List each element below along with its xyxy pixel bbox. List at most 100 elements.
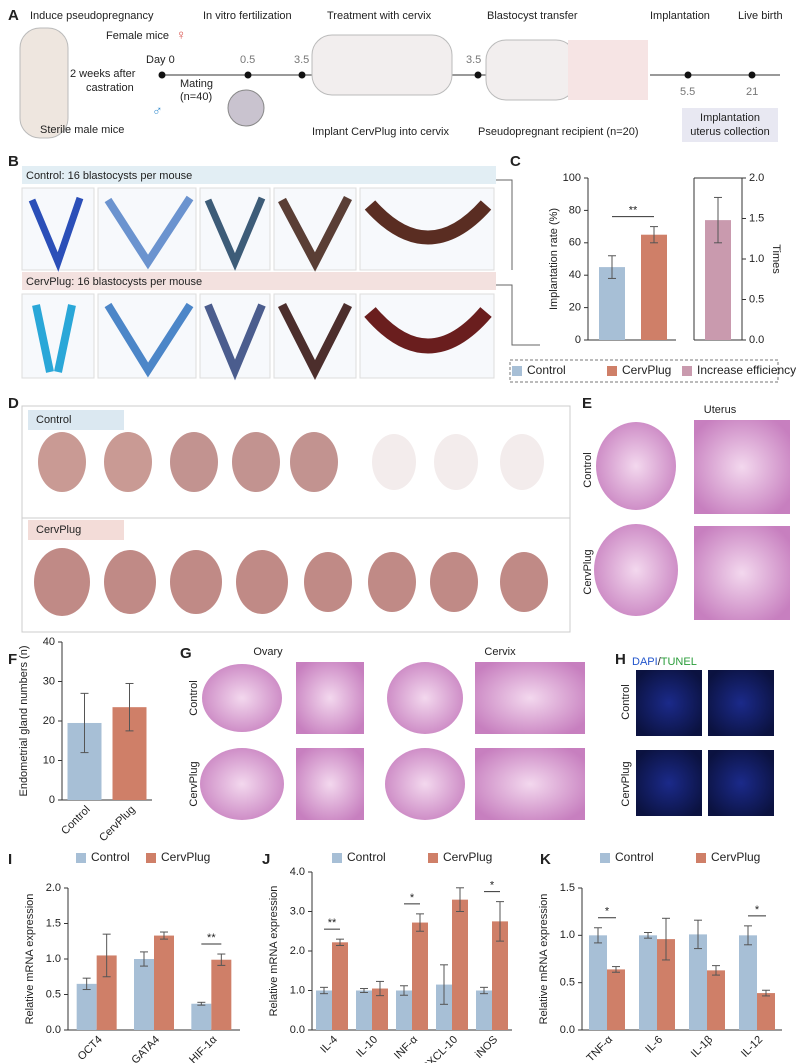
pup: [500, 552, 548, 612]
legend-label: Increase efficiency: [697, 363, 796, 377]
panel-label: K: [540, 851, 551, 868]
y2-tick-label: 0.0: [749, 334, 764, 346]
uterus-shape: [28, 196, 84, 272]
uterus-shape: [364, 200, 492, 245]
bar: [134, 959, 154, 1030]
legend-swatch: [146, 853, 156, 863]
mouse-illustration: [485, 39, 577, 101]
tunel-label: TUNEL: [661, 656, 697, 668]
row-label: CervPlug: [188, 761, 200, 806]
bar: [639, 935, 657, 1030]
uterus-shape: [204, 196, 266, 271]
pup: [368, 552, 416, 612]
panel-h: DAPI/TUNEL Control CervPlug: [620, 656, 774, 816]
bar: [607, 969, 625, 1030]
fluorescence: [708, 670, 774, 736]
label: Implantation: [700, 112, 760, 124]
row-label: Control: [36, 414, 71, 426]
legend-swatch: [512, 366, 522, 376]
y-tick-label: 100: [563, 172, 581, 184]
timeline-dot: [474, 71, 482, 79]
embryo-illustration: [227, 89, 265, 127]
timeline-dot: [748, 71, 756, 79]
panel-g: Ovary Cervix Control CervPlug: [188, 646, 585, 820]
frame: [21, 405, 571, 633]
row-label: CervPlug: [620, 761, 632, 806]
y2-axis-label: Times: [770, 244, 782, 274]
x-tick-label: IL-12: [739, 1034, 765, 1060]
uterus-shape: [104, 302, 194, 378]
legend-swatch: [76, 853, 86, 863]
bar: [211, 959, 232, 1030]
x-tick-label: INF-α: [392, 1033, 421, 1062]
bar: [436, 984, 452, 1030]
bar: [191, 1003, 212, 1030]
legend-label: Control: [347, 850, 386, 864]
y-tick-label: 80: [569, 204, 581, 216]
bar: [641, 234, 667, 340]
x-tick-label: CervPlug: [97, 804, 137, 844]
bar: [76, 983, 97, 1030]
day: 0.5: [240, 54, 255, 66]
bar: [689, 934, 707, 1030]
histology: [594, 524, 678, 616]
legend-swatch: [607, 366, 617, 376]
panel-label: F: [8, 651, 17, 668]
pup-ghost: [434, 434, 478, 490]
panel-label: A: [8, 7, 19, 24]
pup-ghost: [500, 434, 544, 490]
title: Uterus: [704, 404, 737, 416]
label: (n=40): [180, 91, 212, 103]
uterus-shape: [364, 307, 492, 354]
pup: [170, 432, 218, 492]
y-tick-label: 0.0: [560, 1024, 575, 1036]
legend-label: CervPlug: [443, 850, 492, 864]
connector: [496, 179, 540, 346]
pup: [290, 432, 338, 492]
x-tick-label: Control: [59, 804, 93, 838]
bar: [739, 935, 757, 1030]
row-label: Control: [620, 684, 632, 719]
significance-label: **: [328, 917, 337, 929]
y-tick-label: 2.0: [290, 945, 305, 957]
y-tick-label: 10: [43, 754, 55, 766]
bar: [492, 921, 508, 1030]
panel-label: E: [582, 395, 592, 412]
legend-label: CervPlug: [622, 363, 671, 377]
y-axis-label: Relative mRNA expression: [538, 894, 550, 1025]
fluorescence: [636, 670, 702, 736]
step: Implantation: [650, 10, 710, 22]
bar: [452, 899, 468, 1030]
bar: [332, 942, 348, 1030]
y-tick-label: 3.0: [290, 905, 305, 917]
symbol: ♀: [176, 27, 187, 43]
panel-label: H: [615, 651, 626, 668]
bar: [599, 267, 625, 340]
row-label: CervPlug: [36, 524, 81, 536]
y-tick-label: 60: [569, 237, 581, 249]
bar: [589, 935, 607, 1030]
histology: [387, 662, 463, 734]
label: Implant CervPlug into cervix: [312, 126, 449, 138]
label: uterus collection: [690, 126, 770, 138]
pup: [104, 432, 152, 492]
uterus-photo: [359, 187, 495, 271]
label: Pseudopregnant recipient (n=20): [478, 126, 639, 138]
x-tick-label: GATA4: [129, 1034, 162, 1063]
histology-inset: [475, 748, 585, 820]
y-axis-label: Relative mRNA expression: [24, 894, 36, 1025]
x-tick-label: IL-10: [354, 1034, 380, 1060]
y-tick-label: 1.0: [46, 953, 61, 965]
y-tick-label: 40: [43, 636, 55, 648]
x-tick-label: IL-4: [318, 1034, 340, 1056]
row-label: Control: [188, 680, 200, 715]
uterus-shape: [277, 302, 353, 380]
pup: [430, 552, 478, 612]
x-tick-label: HIF-1α: [187, 1033, 220, 1063]
x-tick-label: IL-6: [643, 1034, 665, 1056]
tab: [28, 410, 124, 430]
panel-label: G: [180, 645, 192, 662]
histology-inset: [694, 526, 790, 620]
histology-inset: [694, 420, 790, 514]
panel-label: B: [8, 153, 19, 170]
